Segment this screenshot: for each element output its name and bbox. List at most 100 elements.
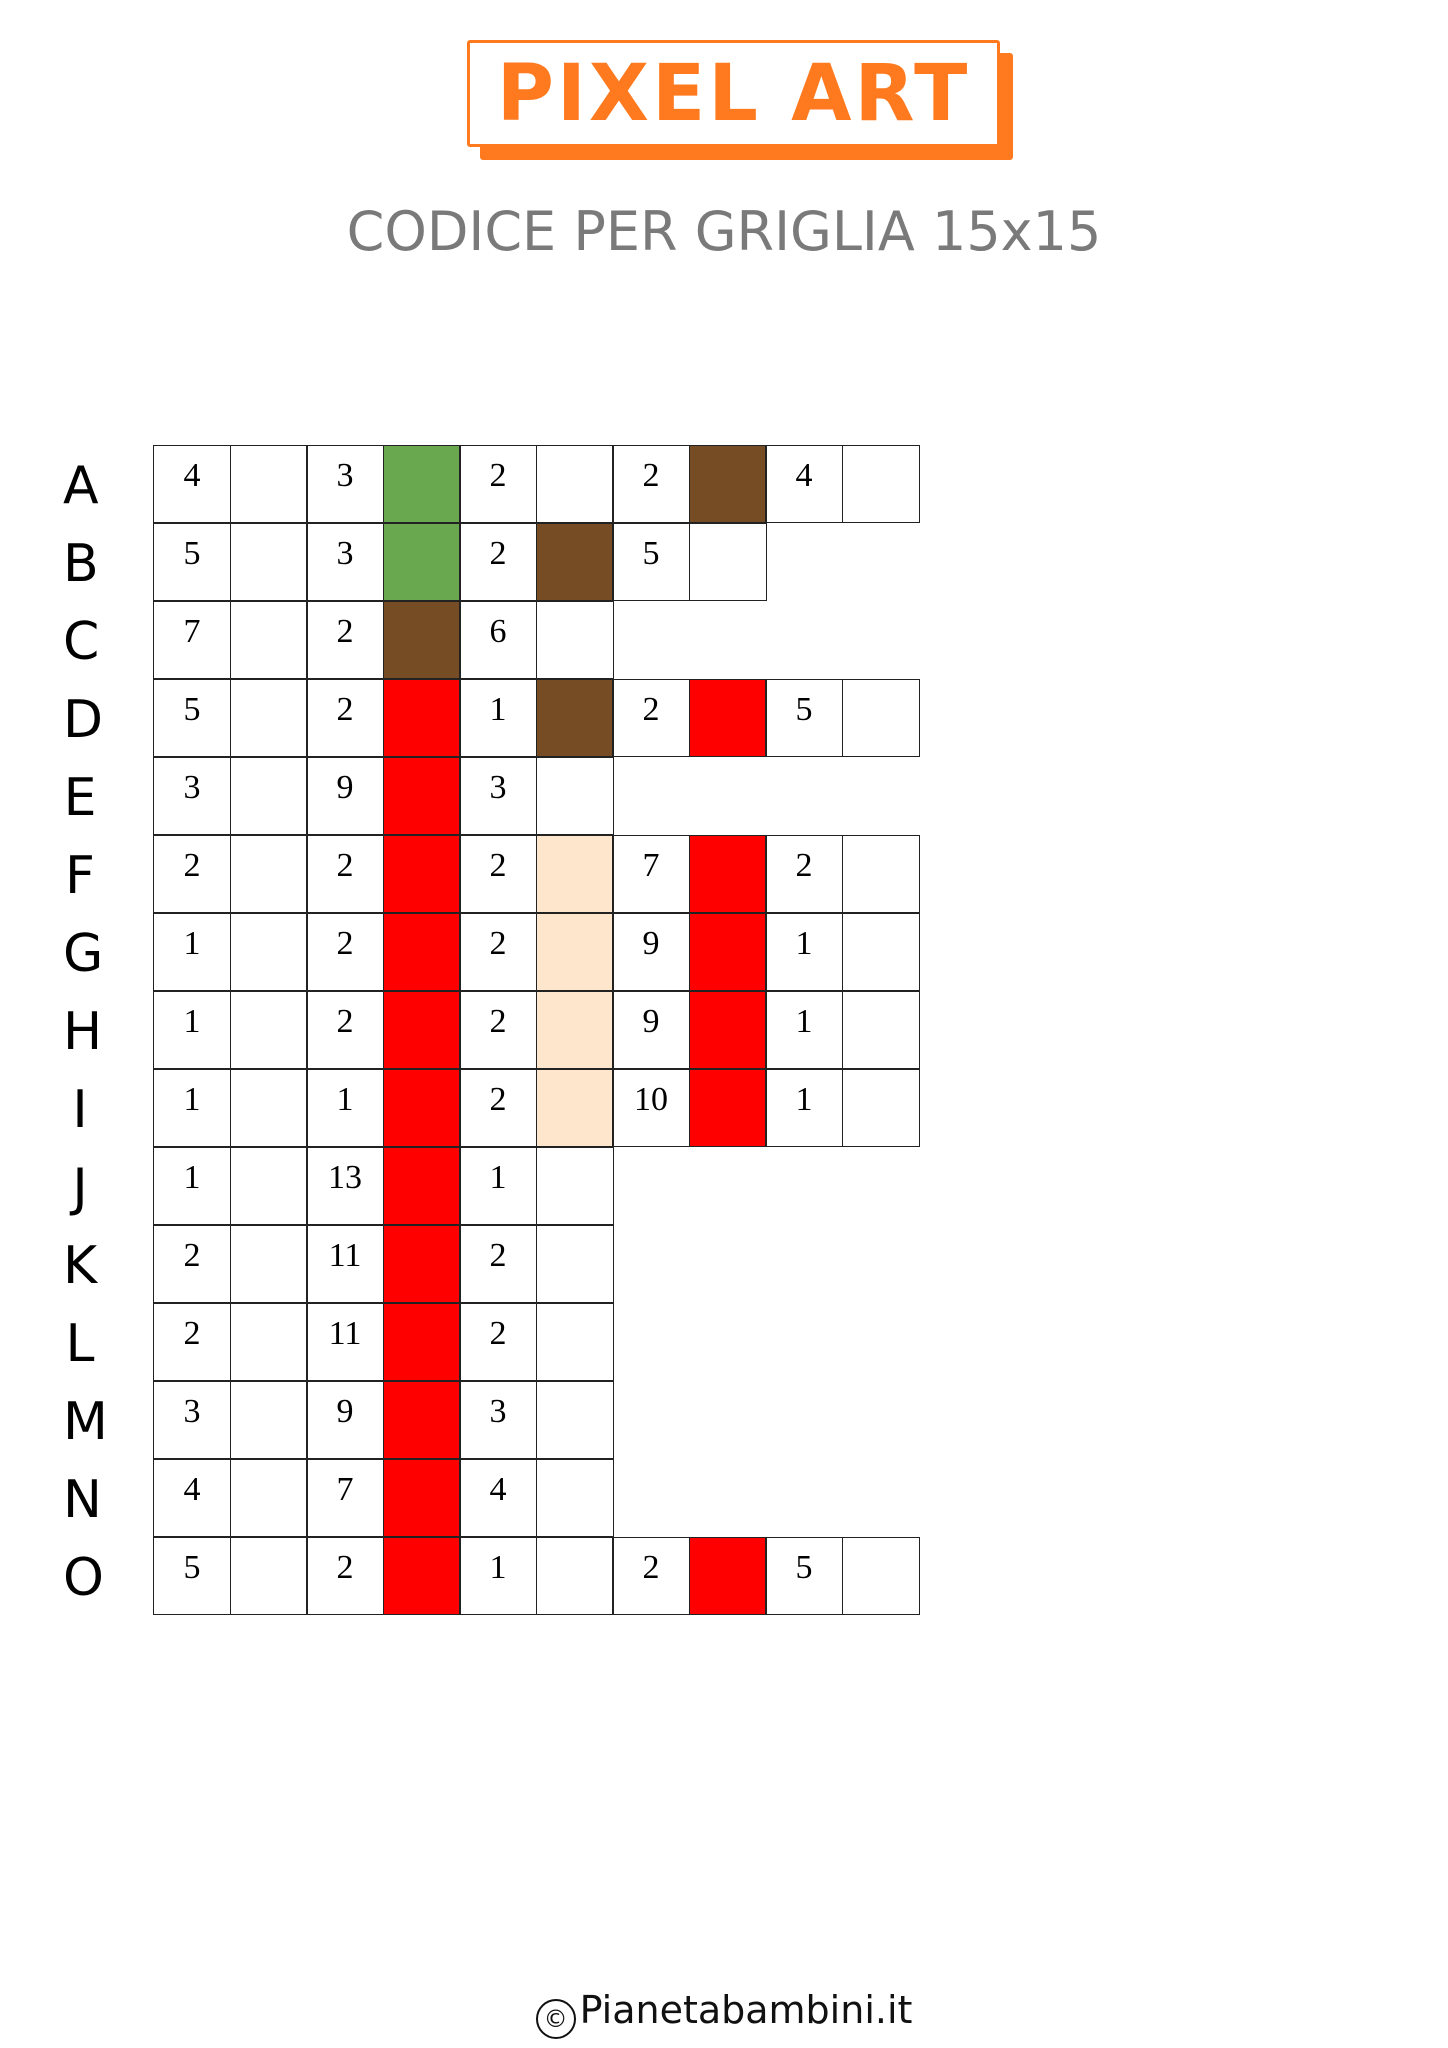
color-cell-red xyxy=(382,1147,461,1225)
count-cell: 5 xyxy=(765,1537,843,1615)
count-cell: 4 xyxy=(153,1459,231,1537)
count-cell: 9 xyxy=(306,1381,384,1459)
color-cell-brown xyxy=(535,523,614,601)
count-cell: 2 xyxy=(153,1303,231,1381)
count-cell: 2 xyxy=(153,835,231,913)
row-label: D xyxy=(63,690,104,750)
blank-cell xyxy=(535,1459,614,1537)
count-cell: 3 xyxy=(153,757,231,835)
page-title: PIXEL ART xyxy=(496,48,971,139)
count-cell: 2 xyxy=(612,679,690,757)
blank-cell xyxy=(841,835,920,913)
blank-cell xyxy=(535,445,614,523)
color-cell-peach xyxy=(535,835,614,913)
row-label: F xyxy=(65,846,95,906)
row-label: O xyxy=(63,1548,104,1608)
blank-cell xyxy=(841,1537,920,1615)
blank-cell xyxy=(535,1303,614,1381)
count-cell: 1 xyxy=(153,913,231,991)
count-cell: 2 xyxy=(306,679,384,757)
blank-cell xyxy=(841,679,920,757)
blank-cell xyxy=(229,1459,308,1537)
count-cell: 2 xyxy=(459,1225,537,1303)
count-cell: 2 xyxy=(459,445,537,523)
row-label: M xyxy=(63,1392,108,1452)
grid-row: J 1 13 1 xyxy=(72,1147,614,1225)
count-cell: 2 xyxy=(459,1303,537,1381)
blank-cell xyxy=(229,1147,308,1225)
blank-cell xyxy=(229,601,308,679)
blank-cell xyxy=(841,913,920,991)
blank-cell xyxy=(841,1069,920,1147)
count-cell: 1 xyxy=(459,1147,537,1225)
count-cell: 5 xyxy=(612,523,690,601)
count-cell: 2 xyxy=(459,835,537,913)
count-cell: 2 xyxy=(153,1225,231,1303)
row-label: I xyxy=(72,1080,88,1140)
color-cell-red xyxy=(382,1381,461,1459)
count-cell: 11 xyxy=(306,1303,384,1381)
color-cell-brown xyxy=(382,601,461,679)
count-cell: 2 xyxy=(306,601,384,679)
blank-cell xyxy=(841,445,920,523)
color-cell-red xyxy=(382,679,461,757)
count-cell: 2 xyxy=(459,523,537,601)
count-cell: 11 xyxy=(306,1225,384,1303)
row-label: G xyxy=(63,924,104,984)
color-cell-red xyxy=(688,991,767,1069)
count-cell: 7 xyxy=(153,601,231,679)
color-cell-red xyxy=(688,1537,767,1615)
footer-site: Pianetabambini.it xyxy=(579,1988,913,2032)
count-cell: 7 xyxy=(306,1459,384,1537)
color-cell-red xyxy=(382,1303,461,1381)
row-label: B xyxy=(63,534,99,594)
blank-cell xyxy=(535,1225,614,1303)
count-cell: 1 xyxy=(459,679,537,757)
count-cell: 5 xyxy=(765,679,843,757)
count-cell: 2 xyxy=(612,1537,690,1615)
blank-cell xyxy=(229,835,308,913)
blank-cell xyxy=(229,1537,308,1615)
blank-cell xyxy=(229,679,308,757)
count-cell: 3 xyxy=(459,1381,537,1459)
count-cell: 2 xyxy=(459,1069,537,1147)
count-cell: 2 xyxy=(306,1537,384,1615)
footer: © Pianetabambini.it xyxy=(0,1988,1448,2039)
color-cell-red xyxy=(688,1069,767,1147)
row-label: C xyxy=(63,612,100,672)
color-cell-red xyxy=(382,913,461,991)
count-cell: 7 xyxy=(612,835,690,913)
grid-row: K 2 11 2 xyxy=(63,1225,614,1303)
row-label: H xyxy=(63,1002,103,1062)
count-cell: 5 xyxy=(153,1537,231,1615)
copyright-icon: © xyxy=(535,1999,576,2039)
color-cell-peach xyxy=(535,913,614,991)
blank-cell xyxy=(841,991,920,1069)
count-cell: 1 xyxy=(153,991,231,1069)
count-cell: 2 xyxy=(459,991,537,1069)
blank-cell xyxy=(535,1537,614,1615)
color-cell-brown xyxy=(535,679,614,757)
row-label: E xyxy=(63,768,97,828)
page-subtitle: CODICE PER GRIGLIA 15x15 xyxy=(346,200,1102,263)
count-cell: 1 xyxy=(153,1069,231,1147)
row-label: A xyxy=(63,456,99,516)
color-cell-red xyxy=(382,1225,461,1303)
grid-row: L 2 11 2 xyxy=(66,1303,614,1381)
color-cell-green xyxy=(382,445,461,523)
count-cell: 1 xyxy=(459,1537,537,1615)
count-cell: 1 xyxy=(306,1069,384,1147)
count-cell: 13 xyxy=(306,1147,384,1225)
grid-row: I 1 1 2 10 1 xyxy=(72,1069,920,1147)
row-label: L xyxy=(65,1314,95,1374)
blank-cell xyxy=(535,601,614,679)
